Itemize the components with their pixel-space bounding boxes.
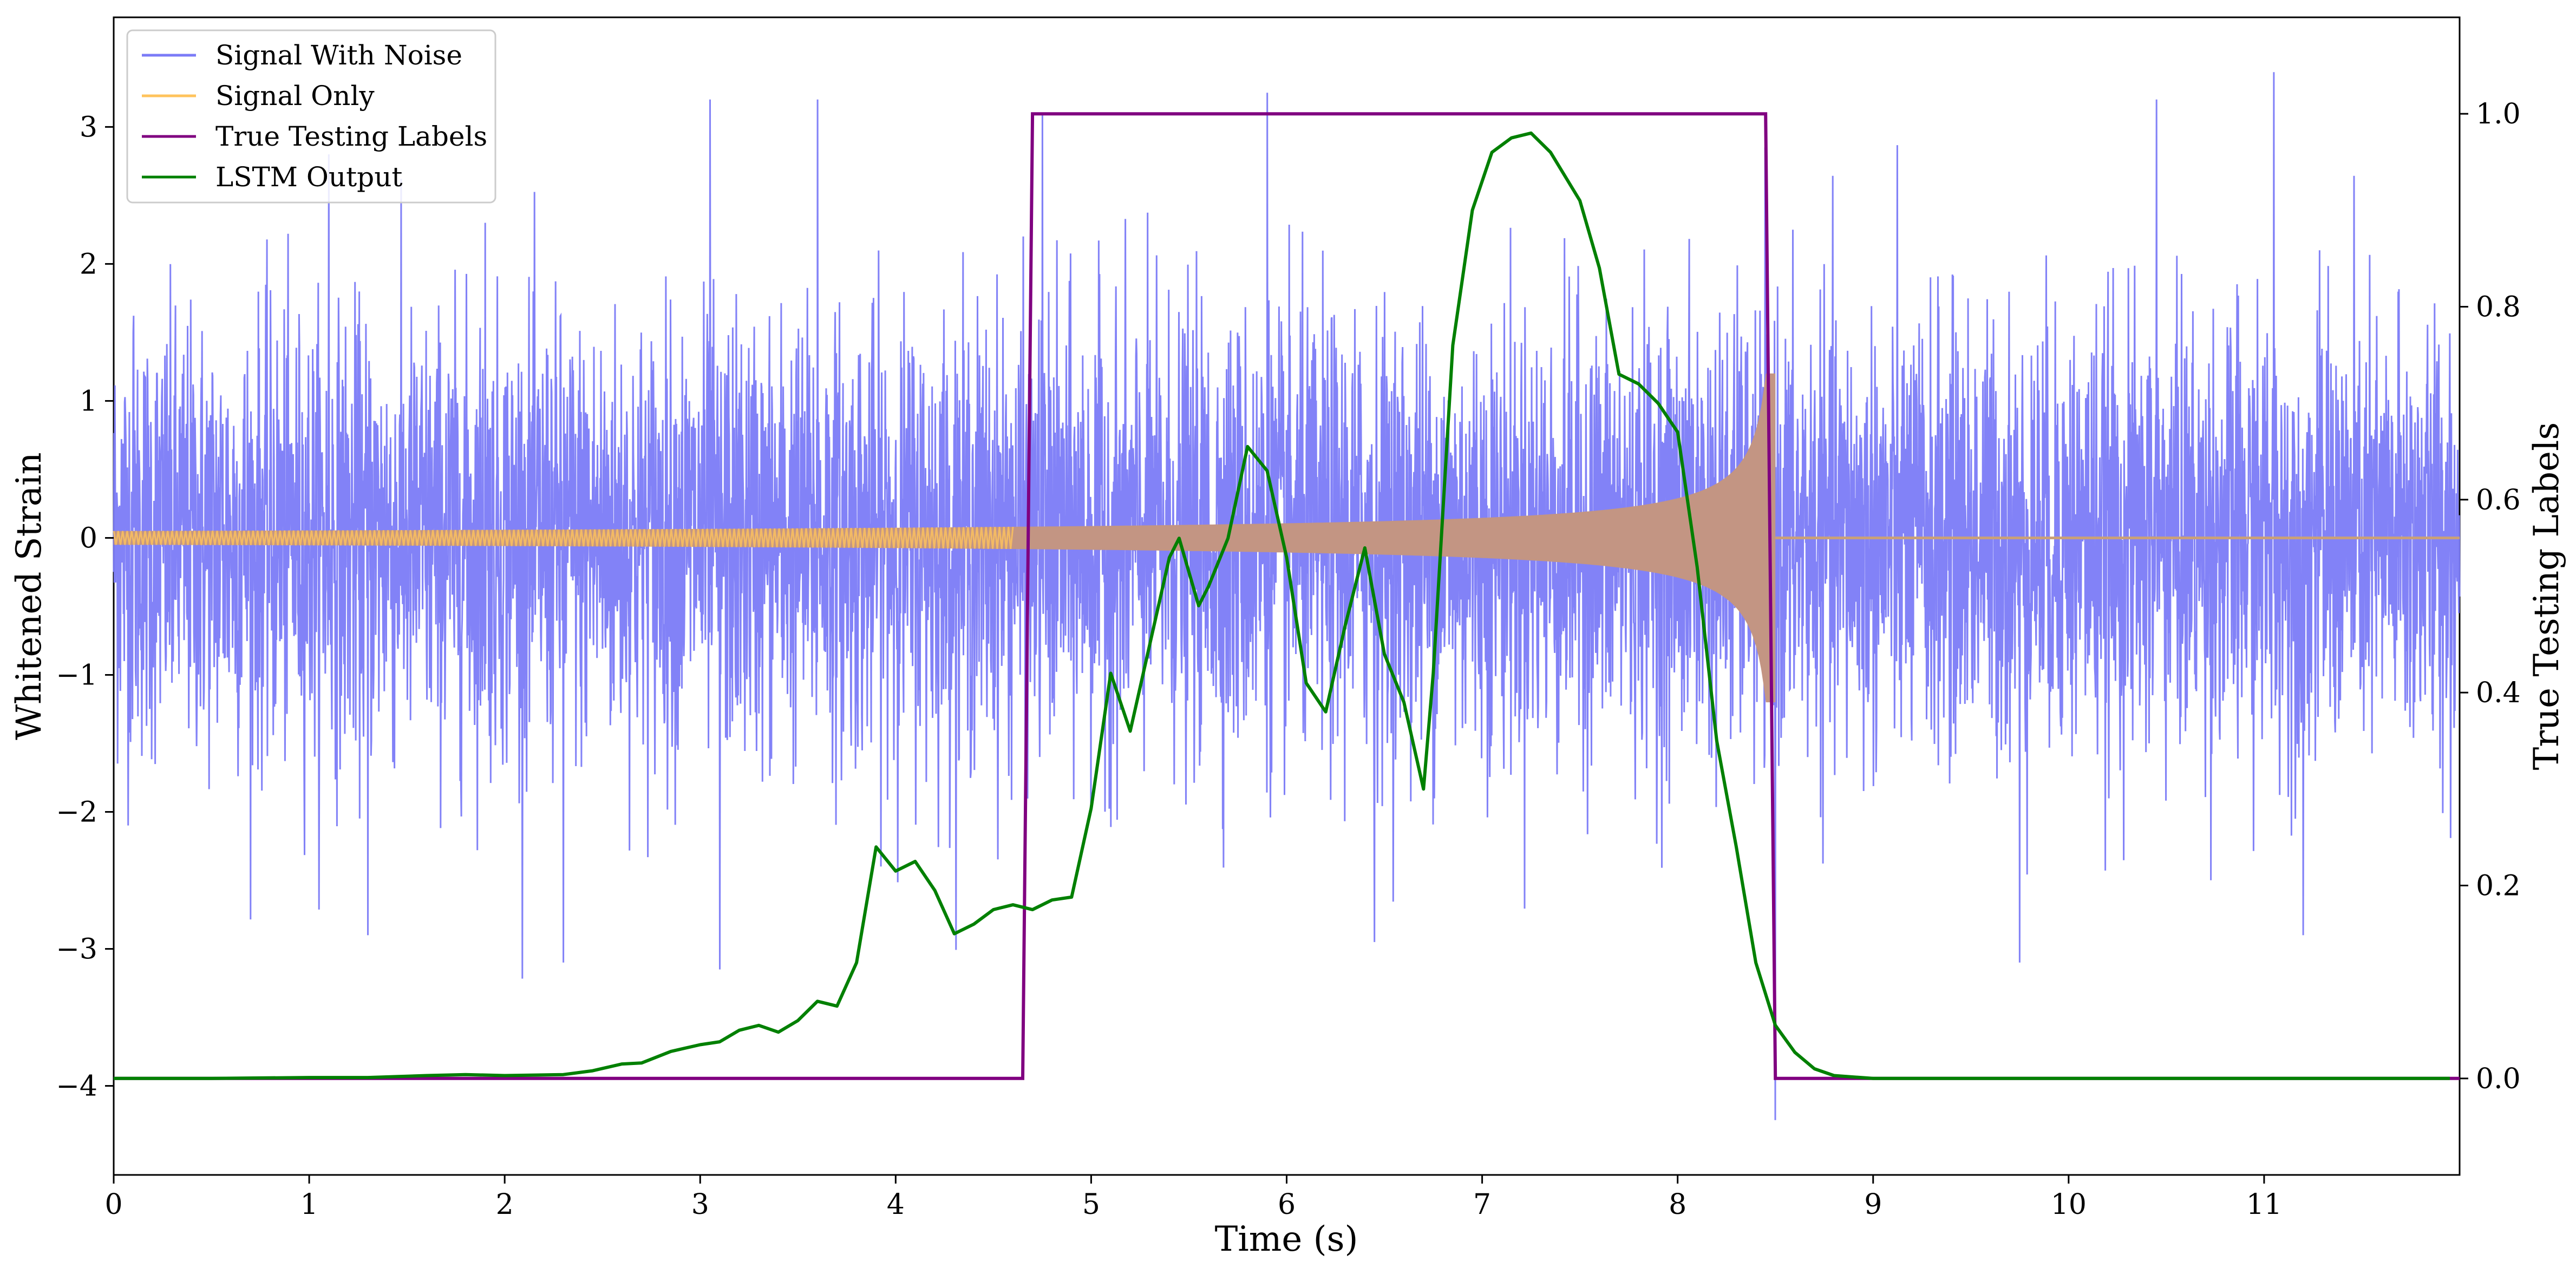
x-tick-label: 9 [1864,1188,1882,1221]
y-tick-label: 2 [80,248,97,280]
y-tick-label: −2 [56,796,97,829]
y-tick-label: 3 [80,111,97,143]
y-right-tick-label: 0.6 [2476,484,2521,517]
legend-box [126,29,496,204]
signal-only-oscillation [113,526,1014,550]
y-right-tick-label: 0.0 [2476,1063,2521,1095]
y-axis-left-title: Whitened Strain [9,452,49,740]
x-tick-label: 10 [2051,1188,2087,1221]
x-tick-label: 8 [1669,1188,1686,1221]
y-tick-label: −4 [56,1070,97,1103]
legend: Signal With Noise Signal Only True Testi… [126,29,496,204]
signal-with-noise-series-group [113,72,2461,1120]
x-tick-label: 5 [1082,1188,1100,1221]
y-right-tick-label: 0.4 [2476,677,2521,709]
legend-label-signal-only: Signal Only [215,80,375,112]
x-tick-label: 2 [496,1188,514,1221]
x-tick-label: 6 [1278,1188,1296,1221]
x-tick-label: 11 [2246,1188,2282,1221]
y-right-tick-label: 0.2 [2476,870,2521,903]
y-tick-label: −3 [56,933,97,966]
lstm-output-series-group [114,131,2450,1080]
y-tick-label: −1 [56,659,97,691]
legend-label-lstm-output: LSTM Output [215,161,402,193]
lstm-output-line [114,131,2450,1080]
x-axis-ticks: 0 1 2 3 4 5 6 7 8 9 10 11 [104,1175,2282,1221]
signal-with-noise-line [113,72,2461,1120]
x-tick-label: 3 [691,1188,709,1221]
x-axis-title: Time (s) [1215,1219,1358,1259]
y-axis-right-title: True Testing Labels [2527,422,2567,770]
y-axis-left-ticks: −4 −3 −2 −1 0 1 2 3 [56,111,114,1103]
legend-label-signal-with-noise: Signal With Noise [215,40,462,71]
y-axis-right-ticks: 0.0 0.2 0.4 0.6 0.8 1.0 [2460,98,2521,1095]
x-tick-label: 1 [300,1188,318,1221]
x-tick-label: 4 [887,1188,905,1221]
legend-label-true-testing-labels: True Testing Labels [215,121,487,152]
y-tick-label: 1 [80,385,97,417]
y-right-tick-label: 0.8 [2476,291,2521,324]
signal-only-series-group [113,373,2460,703]
x-tick-label: 7 [1473,1188,1491,1221]
y-tick-label: 0 [80,522,97,554]
x-tick-label: 0 [104,1188,122,1221]
y-right-tick-label: 1.0 [2476,98,2521,130]
